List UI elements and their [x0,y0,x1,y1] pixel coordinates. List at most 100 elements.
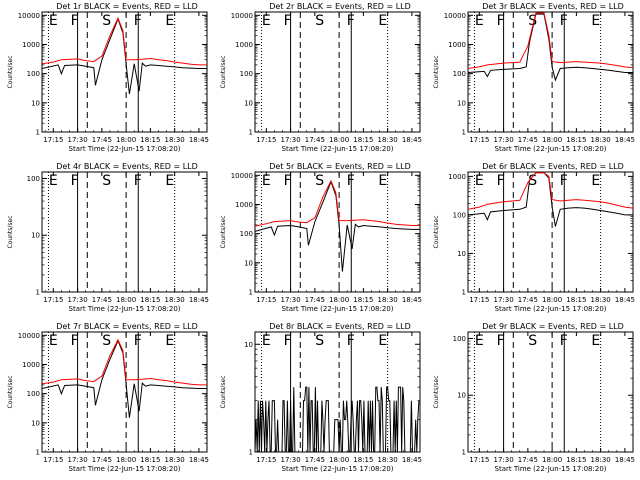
y-tick-label: 1 [36,449,40,457]
x-tick-label: 18:15 [566,456,586,464]
y-axis-label: Counts/sec [220,55,227,88]
x-tick-label: 17:45 [305,456,325,464]
chart-title: Det 9r BLACK = Events, RED = LLD [482,322,624,331]
x-tick-label: 17:30 [280,296,300,304]
x-tick-label: 17:30 [280,456,300,464]
y-tick-label: 100 [453,335,466,343]
x-tick-label: 17:30 [493,296,513,304]
x-axis-label: Start Time (22-Jun-15 17:08:20) [69,145,181,153]
y-tick-label: 1 [249,449,253,457]
x-tick-label: 17:15 [256,296,276,304]
region-label: E [475,173,484,189]
region-label: S [315,13,324,29]
region-label: E [165,173,174,189]
y-tick-label: 10 [244,99,253,107]
region-label: F [71,173,79,189]
y-tick-label: 10 [457,250,466,258]
y-tick-label: 10000 [231,12,253,20]
y-tick-label: 1000 [22,361,40,369]
x-tick-label: 17:15 [256,456,276,464]
chart-title: Det 8r BLACK = Events, RED = LLD [269,322,411,331]
y-tick-label: 1 [462,449,466,457]
x-tick-label: 17:30 [493,136,513,144]
chart-title: Det 7r BLACK = Events, RED = LLD [56,322,198,331]
x-axis-label: Start Time (22-Jun-15 17:08:20) [282,145,394,153]
x-axis-label: Start Time (22-Jun-15 17:08:20) [69,305,181,313]
y-tick-label: 10 [457,392,466,400]
x-tick-label: 17:15 [43,296,63,304]
series-lld [468,12,633,69]
series-lld [255,179,420,227]
x-axis-label: Start Time (22-Jun-15 17:08:20) [495,145,607,153]
region-label: F [347,13,355,29]
panel-det-6: Det 6r BLACK = Events, RED = LLD Counts/s… [426,160,639,320]
chart-svg: Det 3r BLACK = Events, RED = LLD Counts/s… [433,2,635,153]
panel-det-4: Det 4r BLACK = Events, RED = LLD Counts/s… [0,160,213,320]
region-label: F [560,173,568,189]
region-label: F [497,333,505,349]
region-label: S [528,13,537,29]
region-label: E [165,333,174,349]
panel-det-1: Det 1r BLACK = Events, RED = LLD Counts/s… [0,0,213,160]
region-label: E [49,173,58,189]
x-axis-label: Start Time (22-Jun-15 17:08:20) [495,305,607,313]
y-tick-label: 1000 [448,173,466,181]
x-tick-label: 18:15 [353,136,373,144]
x-tick-label: 18:00 [542,136,562,144]
y-tick-label: 1 [249,129,253,137]
x-axis-label: Start Time (22-Jun-15 17:08:20) [282,305,394,313]
region-label: S [528,173,537,189]
y-tick-label: 10 [457,99,466,107]
y-tick-label: 10000 [231,172,253,180]
chart-svg: Det 4r BLACK = Events, RED = LLD Counts/s… [7,162,209,313]
y-tick-label: 1 [36,129,40,137]
y-tick-label: 10 [31,99,40,107]
region-label: E [49,13,58,29]
x-tick-label: 18:30 [591,136,611,144]
x-tick-label: 18:15 [566,296,586,304]
x-tick-label: 18:45 [189,456,209,464]
x-tick-label: 17:45 [92,136,112,144]
region-label: E [378,173,387,189]
x-tick-label: 17:30 [280,136,300,144]
chart-title: Det 1r BLACK = Events, RED = LLD [56,2,198,11]
y-tick-label: 1000 [22,41,40,49]
x-tick-label: 18:00 [542,296,562,304]
x-tick-label: 18:30 [378,456,398,464]
region-label: F [284,333,292,349]
x-tick-label: 18:45 [615,136,635,144]
x-tick-label: 17:15 [469,456,489,464]
chart-svg: Det 2r BLACK = Events, RED = LLD Counts/s… [220,2,422,153]
series-events [42,17,207,95]
chart-svg: Det 8r BLACK = Events, RED = LLD Counts/s… [220,322,422,473]
x-tick-label: 18:15 [140,296,160,304]
y-tick-label: 10000 [18,12,40,20]
x-tick-label: 18:00 [329,296,349,304]
y-tick-label: 1000 [235,41,253,49]
x-axis-label: Start Time (22-Jun-15 17:08:20) [495,465,607,473]
x-tick-label: 18:30 [378,136,398,144]
region-label: F [71,13,79,29]
y-tick-label: 100 [27,70,40,78]
x-tick-label: 17:45 [518,136,538,144]
region-label: S [315,333,324,349]
y-tick-label: 1000 [235,201,253,209]
series-events [468,172,633,227]
plot-frame [254,11,421,133]
x-tick-label: 18:45 [615,296,635,304]
region-label: F [134,173,142,189]
panel-det-7: Det 7r BLACK = Events, RED = LLD Counts/s… [0,320,213,480]
x-tick-label: 18:45 [402,456,422,464]
x-tick-label: 18:00 [116,296,136,304]
y-tick-label: 100 [27,390,40,398]
x-axis-label: Start Time (22-Jun-15 17:08:20) [69,465,181,473]
region-label: E [378,13,387,29]
x-axis-label: Start Time (22-Jun-15 17:08:20) [282,465,394,473]
plot-frame [467,331,634,453]
x-tick-label: 17:15 [469,296,489,304]
region-label: F [497,13,505,29]
region-label: F [134,333,142,349]
series-events [42,339,207,418]
region-label: E [591,13,600,29]
y-axis-label: Counts/sec [220,215,227,248]
